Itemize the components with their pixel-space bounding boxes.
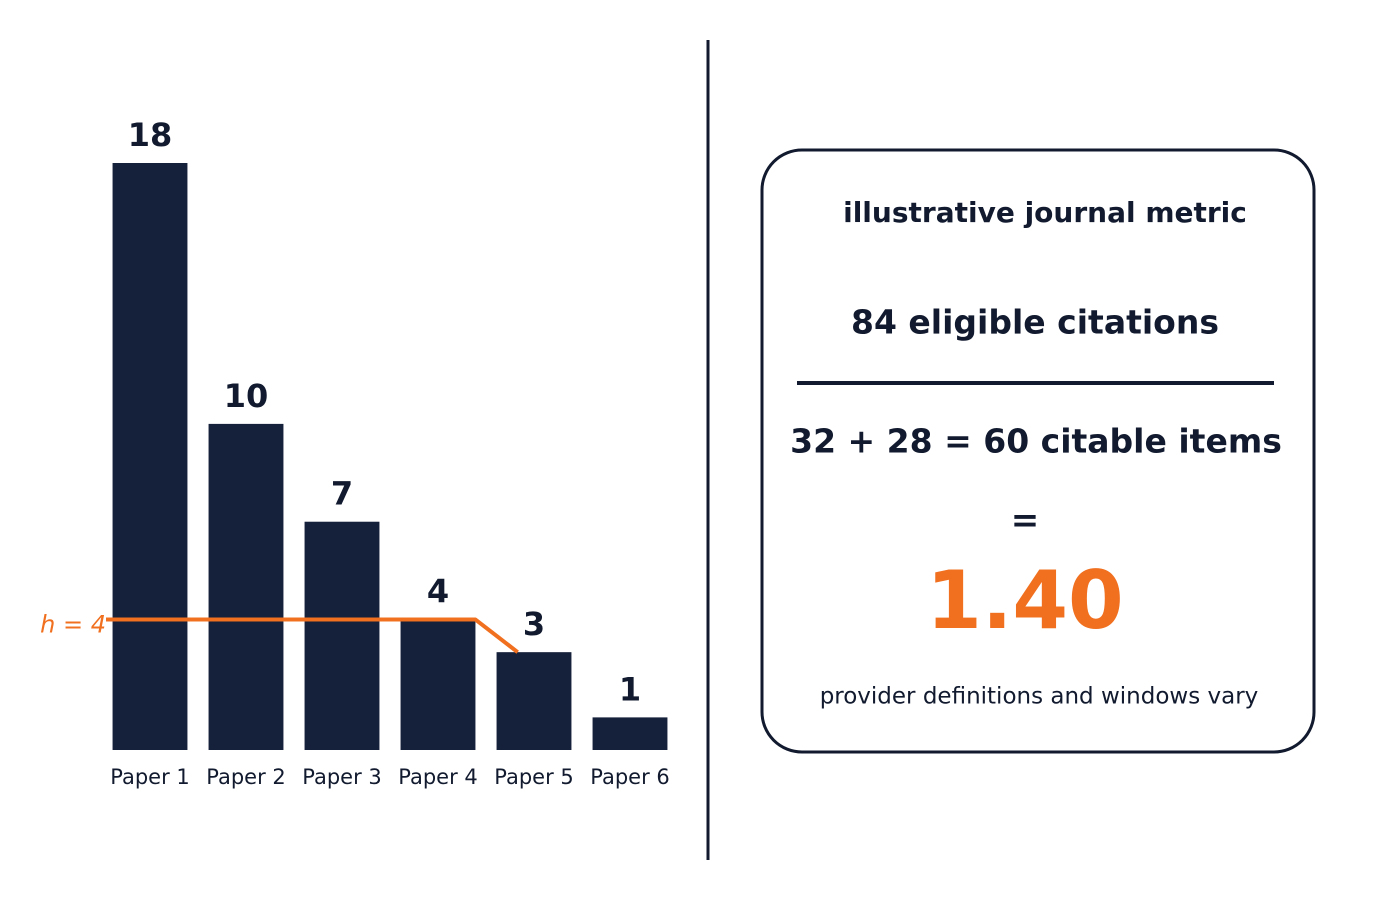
bar: [304, 521, 380, 750]
x-tick-label: Paper 4: [398, 765, 478, 789]
h-index-label: h = 4: [40, 611, 106, 639]
bar: [208, 423, 284, 750]
value-label: 1: [619, 670, 641, 708]
x-tick-label: Paper 5: [494, 765, 574, 789]
x-tick-label: Paper 6: [590, 765, 670, 789]
metric-card: [760, 148, 1316, 754]
bar: [592, 717, 668, 750]
h-index-line: [106, 617, 519, 654]
equals-sign: =: [1011, 501, 1040, 541]
value-label: 10: [224, 377, 269, 415]
numerator: 84 eligible citations: [851, 303, 1219, 342]
result: 1.40: [926, 554, 1123, 647]
x-tick-label: Paper 3: [302, 765, 382, 789]
value-label: 4: [427, 573, 449, 611]
value-label: 7: [331, 475, 353, 513]
card-note: provider definitions and windows vary: [820, 684, 1259, 710]
card-title: illustrative journal metric: [843, 196, 1247, 229]
denominator: 32 + 28 = 60 citable items: [790, 422, 1282, 461]
bar: [496, 652, 572, 750]
x-tick-label: Paper 2: [206, 765, 286, 789]
bar: [112, 163, 188, 750]
value-label: 18: [128, 116, 173, 154]
x-tick-label: Paper 1: [110, 765, 190, 789]
bar: [400, 619, 476, 750]
value-label: 3: [523, 605, 545, 643]
